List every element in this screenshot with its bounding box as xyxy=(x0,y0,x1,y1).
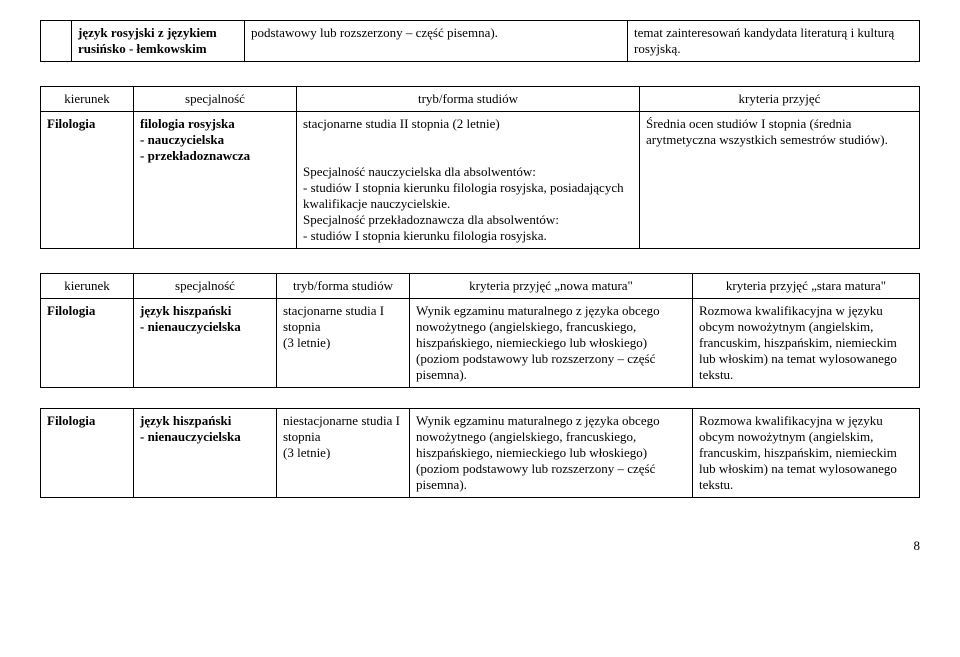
header-kierunek: kierunek xyxy=(41,274,134,299)
cell-tryb: stacjonarne studia I stopnia(3 letnie) xyxy=(277,299,410,388)
cell-subject: język rosyjski z językiem rusińsko - łem… xyxy=(72,21,245,62)
table-row: Filologia język hiszpański- nienauczycie… xyxy=(41,409,920,498)
table-spacer-row xyxy=(41,388,920,409)
header-nowa-matura: kryteria przyjęć „nowa matura" xyxy=(410,274,693,299)
cell-kierunek: Filologia xyxy=(41,112,134,249)
cell-tryb: niestacjonarne studia I stopnia(3 letnie… xyxy=(277,409,410,498)
table-row: Filologia filologia rosyjska- nauczyciel… xyxy=(41,112,920,249)
cell-kierunek: Filologia xyxy=(41,409,134,498)
page-number: 8 xyxy=(40,538,920,554)
table-header-row: kierunek specjalność tryb/forma studiów … xyxy=(41,87,920,112)
cell-kierunek: Filologia xyxy=(41,299,134,388)
header-tryb: tryb/forma studiów xyxy=(277,274,410,299)
cell-empty xyxy=(41,21,72,62)
cell-specjalnosc: język hiszpański- nienauczycielska xyxy=(134,299,277,388)
cell-topic: temat zainteresowań kandydata literaturą… xyxy=(628,21,920,62)
cell-spacer xyxy=(41,388,920,409)
header-specjalnosc: specjalność xyxy=(134,274,277,299)
cell-stara: Rozmowa kwalifikacyjna w języku obcym no… xyxy=(693,299,920,388)
header-tryb: tryb/forma studiów xyxy=(297,87,640,112)
cell-nowa: Wynik egzaminu maturalnego z języka obce… xyxy=(410,299,693,388)
table-program-3: kierunek specjalność tryb/forma studiów … xyxy=(40,273,920,498)
header-stara-matura: kryteria przyjęć „stara matura" xyxy=(693,274,920,299)
table-header-row: kierunek specjalność tryb/forma studiów … xyxy=(41,274,920,299)
cell-stara: Rozmowa kwalifikacyjna w języku obcym no… xyxy=(693,409,920,498)
header-kryteria: kryteria przyjęć xyxy=(640,87,920,112)
cell-specjalnosc: filologia rosyjska- nauczycielska- przek… xyxy=(134,112,297,249)
cell-tryb: stacjonarne studia II stopnia (2 letnie)… xyxy=(297,112,640,249)
header-kierunek: kierunek xyxy=(41,87,134,112)
header-specjalnosc: specjalność xyxy=(134,87,297,112)
cell-specjalnosc: język hiszpański- nienauczycielska xyxy=(134,409,277,498)
cell-kryteria: Średnia ocen studiów I stopnia (średnia … xyxy=(640,112,920,249)
table-program-2: kierunek specjalność tryb/forma studiów … xyxy=(40,86,920,249)
table-row: język rosyjski z językiem rusińsko - łem… xyxy=(41,21,920,62)
cell-nowa: Wynik egzaminu maturalnego z języka obce… xyxy=(410,409,693,498)
table-row: Filologia język hiszpański- nienauczycie… xyxy=(41,299,920,388)
cell-level: podstawowy lub rozszerzony – część pisem… xyxy=(245,21,628,62)
table-fragment-top: język rosyjski z językiem rusińsko - łem… xyxy=(40,20,920,62)
